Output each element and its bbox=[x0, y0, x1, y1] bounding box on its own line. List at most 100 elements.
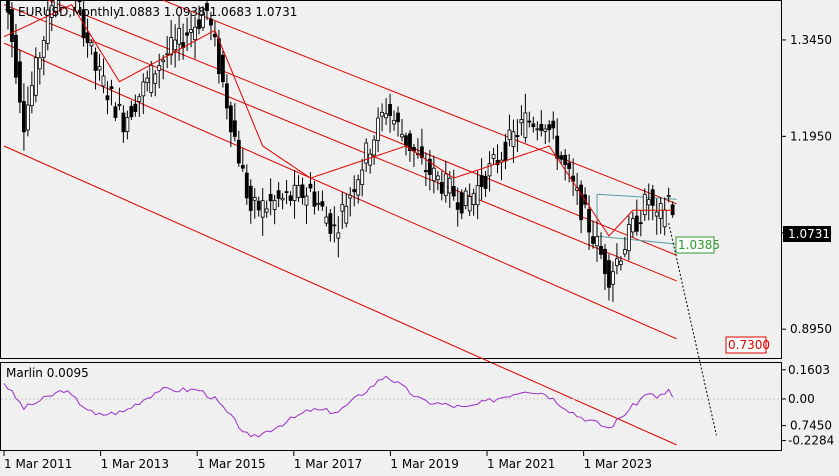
candle bbox=[491, 147, 496, 165]
candle bbox=[634, 199, 639, 236]
candle bbox=[14, 24, 18, 85]
channel-line bbox=[3, 4, 677, 282]
candle bbox=[443, 160, 448, 203]
candle bbox=[220, 50, 225, 88]
candle bbox=[364, 138, 369, 172]
candle bbox=[288, 191, 293, 206]
candle bbox=[109, 79, 114, 106]
candle bbox=[483, 170, 488, 197]
support-label-box bbox=[675, 236, 715, 254]
candle bbox=[519, 105, 524, 136]
price-pane[interactable]: EURUSD,Monthly 1.0883 1.0938 1.0683 1.07… bbox=[0, 0, 782, 446]
candle bbox=[447, 171, 452, 208]
candle bbox=[292, 169, 297, 219]
candle bbox=[626, 215, 631, 261]
candle bbox=[650, 185, 655, 221]
candle bbox=[567, 154, 572, 183]
price-tick-label: 1.1950 bbox=[790, 129, 832, 143]
candle bbox=[193, 16, 197, 59]
candle bbox=[654, 198, 659, 235]
candle bbox=[228, 101, 233, 147]
candle bbox=[404, 132, 408, 156]
candle bbox=[423, 152, 428, 187]
candle bbox=[523, 93, 528, 143]
candle bbox=[563, 148, 568, 181]
candle bbox=[622, 236, 627, 258]
candle bbox=[133, 94, 138, 117]
candle bbox=[615, 243, 619, 275]
current-price-box bbox=[783, 226, 831, 242]
candle bbox=[527, 111, 532, 128]
marlin-line bbox=[3, 375, 674, 438]
candle bbox=[471, 188, 476, 216]
candle bbox=[507, 114, 512, 147]
candle bbox=[236, 130, 241, 167]
time-tick-label: 1 Mar 2017 bbox=[294, 457, 362, 471]
candle bbox=[400, 118, 404, 142]
candles bbox=[6, 0, 675, 303]
candle bbox=[165, 36, 170, 69]
candle bbox=[419, 128, 424, 165]
candle bbox=[316, 190, 321, 211]
candle bbox=[344, 193, 349, 228]
candle bbox=[284, 179, 289, 205]
candle bbox=[280, 193, 285, 210]
candle bbox=[37, 52, 42, 85]
candle bbox=[93, 47, 98, 90]
candle bbox=[256, 196, 261, 217]
range-box-top bbox=[596, 193, 677, 200]
candle bbox=[252, 188, 257, 219]
forecast-line bbox=[668, 223, 717, 436]
candle bbox=[451, 169, 456, 201]
candle bbox=[121, 105, 126, 143]
candle bbox=[129, 100, 134, 120]
candle bbox=[29, 71, 34, 114]
indicator-label: Marlin 0.0095 bbox=[6, 366, 89, 380]
candle bbox=[157, 53, 162, 89]
candle bbox=[137, 93, 142, 117]
candle bbox=[304, 187, 309, 225]
candle bbox=[33, 47, 38, 103]
indicator-tick-label: 0.00 bbox=[788, 392, 815, 406]
channel-line bbox=[3, 42, 677, 340]
support-label: 1.0385 bbox=[678, 238, 720, 252]
symbol-dropdown-icon[interactable] bbox=[5, 9, 14, 15]
moving-average bbox=[3, 3, 673, 237]
candle bbox=[543, 124, 548, 145]
indicator-pane-frame bbox=[0, 362, 782, 451]
candle bbox=[41, 36, 46, 76]
candle bbox=[213, 21, 217, 47]
candle bbox=[308, 172, 313, 193]
time-tick-label: 1 Mar 2023 bbox=[584, 457, 652, 471]
candle bbox=[459, 189, 464, 220]
ohlc-values: 1.0883 1.0938 1.0683 1.0731 bbox=[118, 5, 297, 19]
candle bbox=[431, 155, 436, 194]
candle bbox=[149, 60, 154, 97]
candle bbox=[101, 58, 106, 94]
candle bbox=[642, 188, 647, 221]
candle bbox=[145, 70, 150, 92]
candle bbox=[658, 197, 663, 234]
candle bbox=[224, 74, 229, 120]
candle bbox=[666, 187, 671, 203]
candle bbox=[396, 106, 400, 137]
candle bbox=[392, 110, 396, 131]
candle bbox=[547, 120, 552, 143]
candle bbox=[77, 0, 82, 16]
candle bbox=[439, 170, 444, 201]
candle bbox=[85, 18, 90, 58]
candle bbox=[232, 103, 237, 142]
candle bbox=[372, 135, 377, 165]
candle bbox=[205, 0, 209, 21]
time-axis[interactable]: 1 Mar 2011 1 Mar 2013 1 Mar 2015 1 Mar 2017… bbox=[3, 451, 652, 471]
candle bbox=[141, 73, 146, 114]
candle bbox=[328, 208, 333, 242]
price-tick-label: 0.7450 bbox=[790, 419, 832, 433]
candle bbox=[511, 119, 516, 163]
indicator-pane[interactable]: Marlin 0.0095 0.1603 0.00 -0.2284 bbox=[0, 362, 835, 451]
candle bbox=[340, 191, 345, 230]
time-tick-label: 1 Mar 2011 bbox=[4, 457, 72, 471]
price-axis[interactable]: 1.64501.49501.34501.19501.04500.89500.74… bbox=[781, 0, 832, 433]
candle bbox=[264, 200, 269, 218]
